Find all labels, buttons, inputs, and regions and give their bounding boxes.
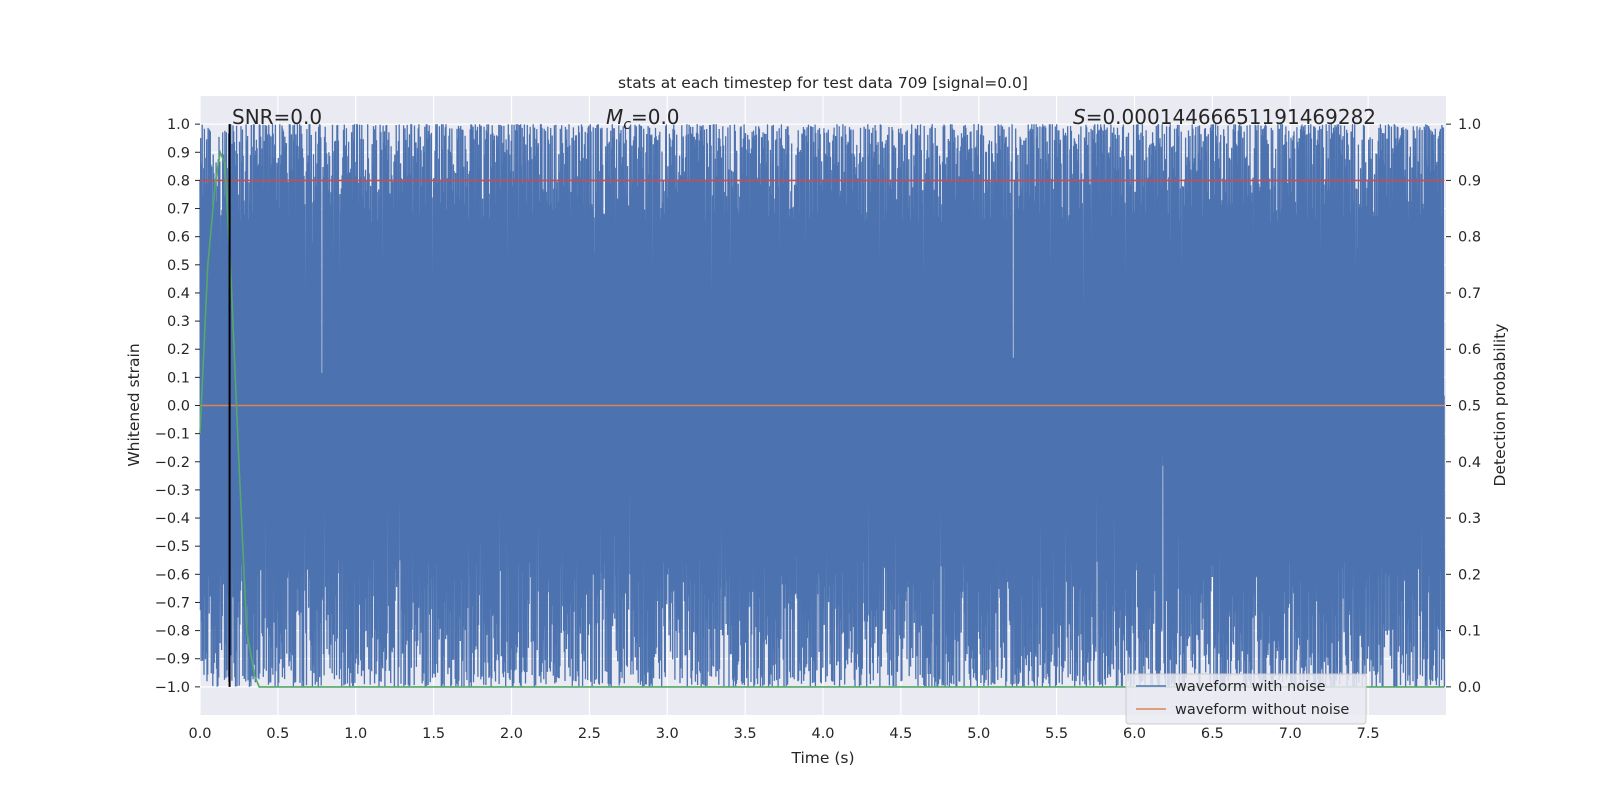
mc-annotation: Mc=0.0 <box>606 105 680 133</box>
y-right-tick-label: 0.1 <box>1458 624 1481 640</box>
y-tick-label: −0.7 <box>155 595 190 611</box>
x-tick-label: 3.5 <box>734 726 757 742</box>
y-tick-label: −0.2 <box>155 455 190 471</box>
x-tick-label: 5.0 <box>967 726 990 742</box>
x-tick-label: 2.5 <box>578 726 601 742</box>
y-right-tick-label: 0.3 <box>1458 511 1481 527</box>
y-tick-label: 0.5 <box>167 258 190 274</box>
x-tick-label: 3.0 <box>656 726 679 742</box>
y-right-tick-label: 0.5 <box>1458 399 1481 415</box>
y-right-tick-label: 0.6 <box>1458 342 1481 358</box>
x-tick-label: 6.5 <box>1201 726 1224 742</box>
lines <box>199 124 1445 688</box>
y-tick-label: 0.7 <box>167 202 190 218</box>
y-right-tick-label: 0.8 <box>1458 230 1481 246</box>
y-tick-label: −0.9 <box>155 652 190 668</box>
x-tick-label: 5.5 <box>1045 726 1068 742</box>
chart-title: stats at each timestep for test data 709… <box>618 74 1028 92</box>
x-tick-label: 6.0 <box>1123 726 1146 742</box>
y-axis-label: Whitened strain <box>125 343 143 466</box>
y-tick-label: −0.6 <box>155 567 190 583</box>
s-annotation: S=0.00014466651191469282 <box>1073 105 1376 129</box>
x-tick-label: 4.0 <box>811 726 834 742</box>
y-right-tick-label: 0.7 <box>1458 286 1481 302</box>
y-right-tick-label: 0.4 <box>1458 455 1481 471</box>
series-waveform-with-noise <box>199 124 1446 687</box>
x-tick-label: 7.0 <box>1279 726 1302 742</box>
snr-annotation: SNR=0.0 <box>232 105 322 129</box>
y-right-tick-label: 0.2 <box>1458 567 1481 583</box>
detection-probability-line <box>199 149 1445 688</box>
x-tick-label: 1.0 <box>344 726 367 742</box>
y-tick-label: 0.2 <box>167 342 190 358</box>
y-tick-label: 1.0 <box>167 117 190 133</box>
y-tick-label: −1.0 <box>155 680 190 696</box>
x-tick-label: 0.5 <box>266 726 289 742</box>
y-right-tick-label: 1.0 <box>1458 117 1481 133</box>
y-tick-label: −0.5 <box>155 539 190 555</box>
y-tick-label: 0.6 <box>167 230 190 246</box>
mc-subscript: c <box>623 117 631 133</box>
x-ticks: 0.0 0.5 1.0 1.5 2.0 2.5 3.0 3.5 4.0 4.5 5.0 5.5 6.0 6… <box>188 726 1379 742</box>
s-value: =0.00014466651191469282 <box>1086 105 1376 129</box>
x-tick-label: 1.5 <box>422 726 445 742</box>
y-right-tick-label: 0.9 <box>1458 173 1481 189</box>
y-tick-label: 0.8 <box>167 173 190 189</box>
legend-label-noise: waveform with noise <box>1175 679 1326 695</box>
x-tick-label: 7.5 <box>1357 726 1380 742</box>
y-tick-label: 0.3 <box>167 314 190 330</box>
y-tick-label: 0.0 <box>167 399 190 415</box>
y-tick-label: −0.8 <box>155 624 190 640</box>
noise-series <box>199 124 1446 687</box>
y-tick-label: −0.3 <box>155 483 190 499</box>
x-axis-label: Time (s) <box>790 749 854 767</box>
y-tick-label: 0.1 <box>167 370 190 386</box>
y-ticks-right: 1.0 0.9 0.8 0.7 0.6 0.5 0.4 0.3 0.2 0.1 0.0 <box>1446 117 1481 696</box>
legend-label-clean: waveform without noise <box>1175 702 1349 718</box>
y-tick-label: −0.4 <box>155 511 190 527</box>
x-tick-label: 0.0 <box>188 726 211 742</box>
y-tick-label: 0.9 <box>167 145 190 161</box>
s-symbol: S <box>1073 105 1086 129</box>
y-tick-label: 0.4 <box>167 286 190 302</box>
mc-value: =0.0 <box>631 105 680 129</box>
y-axis-label-right: Detection probability <box>1491 324 1509 487</box>
y-ticks: 1.0 0.9 0.8 0.7 0.6 0.5 0.4 0.3 0.2 0.1 0.0 −0.1 −0.… <box>155 117 200 696</box>
y-right-tick-label: 0.0 <box>1458 680 1481 696</box>
legend: waveform with noise waveform without noi… <box>1125 673 1367 725</box>
y-tick-label: −0.1 <box>155 427 190 443</box>
mc-symbol: M <box>606 105 623 129</box>
x-tick-label: 4.5 <box>889 726 912 742</box>
x-tick-label: 2.0 <box>500 726 523 742</box>
legend-box <box>1125 673 1367 725</box>
